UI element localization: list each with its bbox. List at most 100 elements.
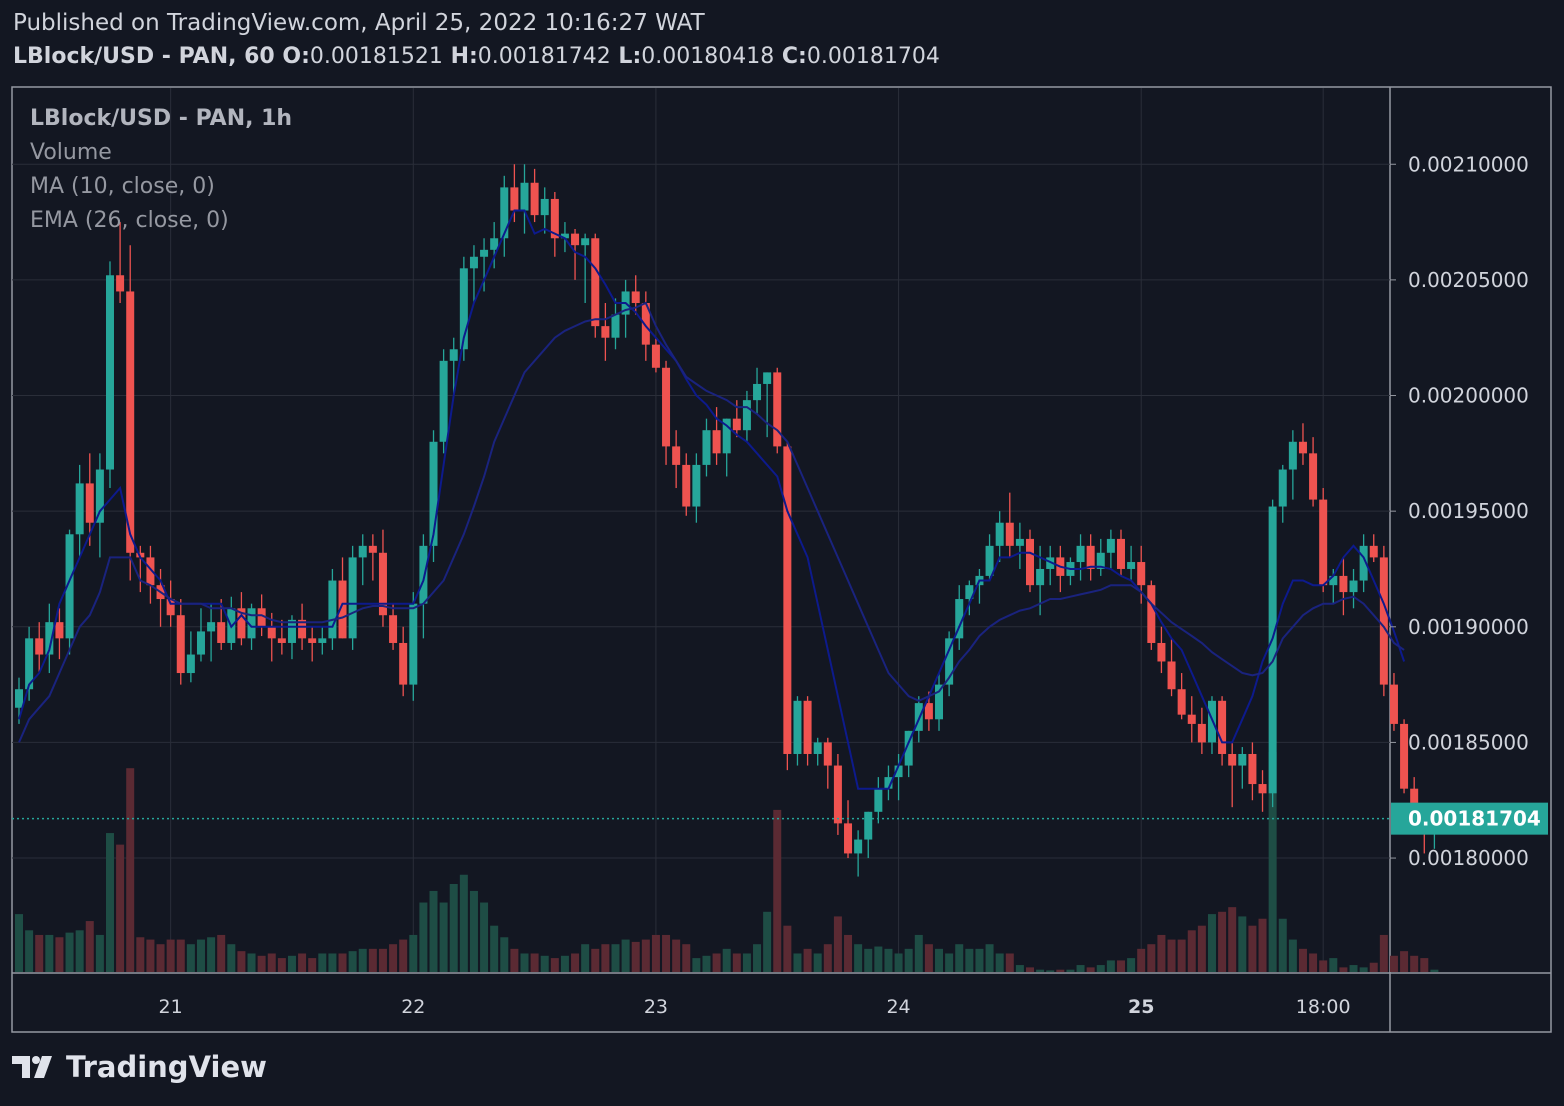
volume-bar: [975, 948, 984, 972]
volume-bar: [692, 958, 701, 972]
volume-bar: [742, 953, 751, 972]
candle-body: [844, 823, 853, 854]
volume-bar: [1379, 934, 1388, 972]
candle-body: [1288, 441, 1297, 470]
candle-body: [611, 314, 620, 338]
candle-body: [823, 742, 832, 766]
price-tick-label: 0.00180000: [1408, 846, 1529, 870]
candle-body: [1167, 661, 1176, 690]
volume-bar: [672, 939, 681, 972]
legend-symbol: LBlock/USD - PAN, 1h: [30, 106, 293, 131]
candle-body: [1177, 689, 1186, 715]
volume-bar: [1026, 967, 1034, 972]
candle-body: [1379, 557, 1388, 685]
time-tick-label: 25: [1128, 996, 1154, 1018]
volume-bar: [15, 914, 23, 972]
volume-bar: [935, 948, 944, 972]
candle-body: [1228, 753, 1237, 766]
volume-bar: [621, 939, 630, 972]
volume-bar: [227, 944, 236, 972]
candle-body: [1339, 575, 1348, 593]
volume-bar: [945, 953, 954, 972]
volume-bar: [1005, 953, 1014, 972]
candle-body: [1127, 562, 1136, 569]
volume-bar: [1116, 960, 1125, 972]
candle-body: [1369, 545, 1378, 558]
candle-body: [884, 777, 893, 789]
candle-body: [1298, 441, 1307, 454]
candle-body: [995, 522, 1004, 546]
candle-body: [550, 198, 559, 239]
volume-bar: [1086, 967, 1095, 972]
candle-body: [763, 372, 772, 384]
volume-bar: [237, 951, 246, 972]
volume-bar: [1309, 953, 1318, 972]
price-tick-label: 0.00200000: [1408, 384, 1529, 408]
candle-body: [186, 654, 195, 674]
volume-bar: [833, 916, 842, 972]
volume-bar: [328, 953, 337, 972]
candle-body: [732, 418, 741, 431]
volume-bar: [257, 955, 266, 972]
candle-body: [45, 622, 54, 655]
candle-body: [105, 275, 114, 470]
volume-bar: [955, 944, 964, 972]
volume-bar: [854, 944, 863, 972]
time-axis[interactable]: 21 22 23 24 25 18:00: [159, 996, 1351, 1018]
candle-body: [95, 469, 104, 523]
candle-body: [904, 730, 913, 766]
time-tick-label: 18:00: [1296, 996, 1351, 1018]
legend-ema[interactable]: EMA (26, close, 0): [30, 208, 229, 233]
volume-bar: [1349, 965, 1358, 972]
volume-bars: [15, 752, 1439, 972]
legend-volume[interactable]: Volume: [30, 140, 112, 165]
candle-body: [318, 638, 327, 643]
volume-bar: [874, 946, 883, 972]
candle-body: [1319, 499, 1328, 586]
volume-bar: [368, 948, 377, 972]
volume-bar: [571, 953, 580, 972]
candle-body: [1076, 545, 1085, 563]
price-chart[interactable]: 0.00210000 0.00205000 0.00200000 0.00195000…: [0, 0, 1564, 1040]
volume-bar: [126, 768, 135, 972]
volume-bar: [186, 944, 195, 972]
volume-bar: [520, 953, 529, 972]
volume-bar: [985, 944, 994, 972]
volume-bar: [156, 944, 165, 972]
candle-body: [490, 238, 499, 250]
volume-bar: [469, 890, 478, 972]
legend-ma[interactable]: MA (10, close, 0): [30, 174, 215, 199]
candle-body: [722, 418, 731, 454]
volume-bar: [1066, 969, 1075, 972]
volume-bar: [176, 939, 185, 972]
tradingview-logo[interactable]: TradingView: [12, 1050, 267, 1084]
candle-body: [560, 233, 569, 239]
volume-bar: [1046, 970, 1055, 972]
volume-bar: [601, 944, 610, 972]
price-tick-label: 0.00195000: [1408, 499, 1529, 523]
candle-body: [530, 182, 539, 216]
volume-bar: [611, 944, 620, 972]
tradingview-logo-icon: [12, 1056, 52, 1078]
candle-body: [35, 638, 44, 655]
candle-body: [328, 580, 337, 639]
volume-bar: [1268, 752, 1277, 972]
volume-bar: [419, 902, 428, 972]
volume-bar: [308, 958, 317, 972]
price-tick-label: 0.00205000: [1408, 268, 1529, 292]
volume-bar: [894, 953, 903, 972]
volume-bar: [773, 809, 782, 972]
candle-body: [945, 638, 954, 685]
ema-line: [18, 301, 1405, 743]
candle-body: [1137, 562, 1146, 586]
volume-bar: [560, 955, 569, 972]
candle-body: [1400, 723, 1409, 789]
candle-body: [1197, 723, 1206, 743]
candle-body: [641, 303, 650, 345]
candle-body: [540, 198, 549, 216]
tradingview-brand: TradingView: [66, 1050, 267, 1084]
price-axis[interactable]: 0.00210000 0.00205000 0.00200000 0.00195000…: [1390, 152, 1529, 870]
volume-bar: [1106, 960, 1115, 972]
time-tick-label: 23: [644, 996, 668, 1018]
volume-bar: [1278, 918, 1287, 972]
